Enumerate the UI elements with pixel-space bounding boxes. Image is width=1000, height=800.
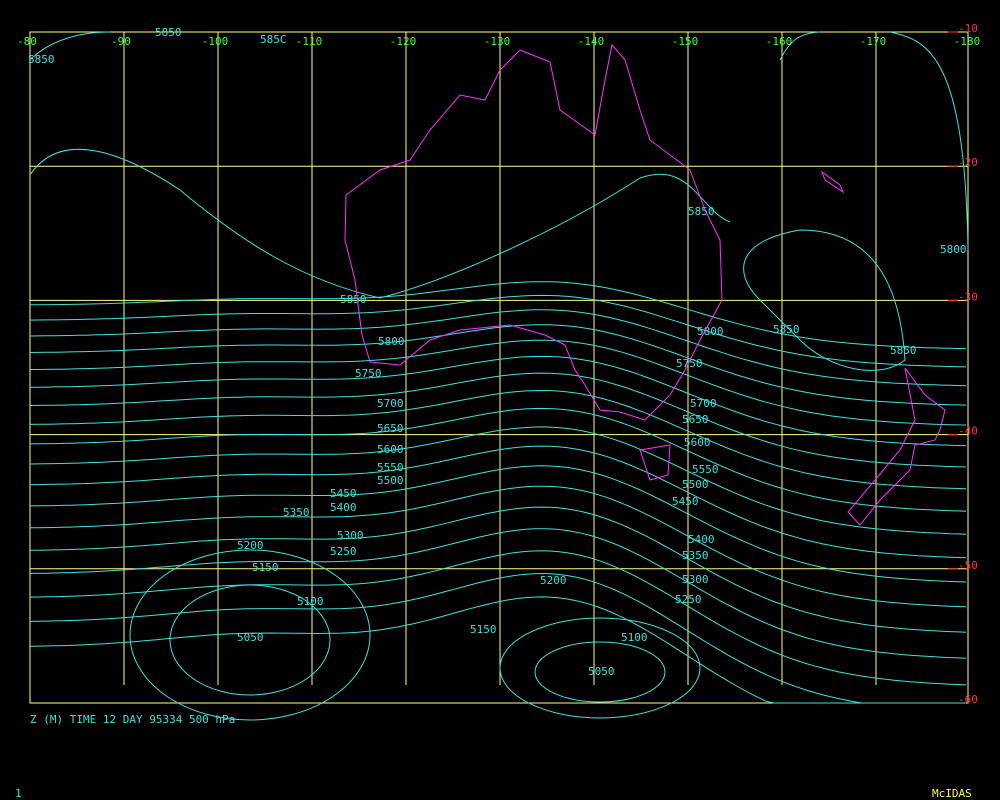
contour-label: 5850 bbox=[688, 205, 715, 218]
contour-label: 5250 bbox=[675, 593, 702, 606]
latitude-label: -50 bbox=[958, 559, 978, 572]
contour-label: 5450 bbox=[672, 495, 699, 508]
longitude-label: -100 bbox=[202, 35, 229, 48]
contour-label: 585C bbox=[260, 33, 287, 46]
tasmania bbox=[639, 444, 671, 481]
contours: 5850 5850 585C 5850 5800 5850 5800 5800 5850 5850… bbox=[28, 26, 969, 721]
contour-label: 5750 bbox=[355, 367, 382, 380]
contour-label: 5400 bbox=[688, 533, 715, 546]
contour-label: 5600 bbox=[684, 436, 711, 449]
contour-label: 5350 bbox=[682, 549, 709, 562]
longitude-label: -150 bbox=[672, 35, 699, 48]
contour-label: 5500 bbox=[377, 474, 404, 487]
contour-label: 5300 bbox=[337, 529, 364, 542]
contour-label: 5750 bbox=[676, 357, 703, 370]
contour-label: 5850 bbox=[773, 323, 800, 336]
latitude-label: -30 bbox=[958, 290, 978, 303]
frame-number: 1 bbox=[15, 787, 22, 800]
contour-line bbox=[29, 506, 967, 633]
contour-label: 5050 bbox=[588, 665, 615, 678]
longitude-label: -160 bbox=[766, 35, 793, 48]
contour-line bbox=[534, 641, 666, 703]
contour-line bbox=[29, 31, 969, 251]
longitude-label: -140 bbox=[578, 35, 605, 48]
frame bbox=[29, 31, 969, 704]
longitude-label: -90 bbox=[111, 35, 131, 48]
contour-label: 5650 bbox=[682, 413, 709, 426]
contour-line bbox=[29, 426, 967, 535]
contour-line bbox=[29, 148, 731, 299]
contour-label: 5500 bbox=[682, 478, 709, 491]
contour-label: 5700 bbox=[377, 397, 404, 410]
contour-label: 5300 bbox=[682, 573, 709, 586]
contour-label: 5200 bbox=[540, 574, 567, 587]
latitude-label: -20 bbox=[958, 156, 978, 169]
contour-label: 5850 bbox=[28, 53, 55, 66]
contour-label: 5700 bbox=[690, 397, 717, 410]
contour-label: 5850 bbox=[155, 26, 182, 39]
contour-line bbox=[169, 584, 331, 696]
contour-label: 5200 bbox=[237, 539, 264, 552]
latitude-label: -40 bbox=[958, 425, 978, 438]
contour-line bbox=[29, 372, 967, 468]
contour-label: 5400 bbox=[330, 501, 357, 514]
contour-label: 5850 bbox=[890, 344, 917, 357]
contour-line bbox=[29, 550, 967, 686]
brand: McIDAS bbox=[932, 787, 972, 800]
contour-line bbox=[743, 229, 906, 371]
contour-line bbox=[29, 389, 967, 490]
contour-line bbox=[129, 549, 371, 721]
new-zealand bbox=[847, 367, 946, 526]
longitude-label: -170 bbox=[860, 35, 887, 48]
contour-label: 5800 bbox=[697, 325, 724, 338]
contour-line bbox=[29, 465, 967, 583]
contour-line bbox=[29, 324, 967, 406]
contour-label: 5550 bbox=[692, 463, 719, 476]
contour-line bbox=[29, 281, 967, 350]
australia bbox=[344, 43, 723, 421]
contour-label: 5050 bbox=[237, 631, 264, 644]
contour-line bbox=[29, 294, 967, 368]
contour-line bbox=[29, 407, 967, 512]
contour-label: 5800 bbox=[940, 243, 967, 256]
longitude-label: -110 bbox=[296, 35, 323, 48]
contour-label: 5100 bbox=[621, 631, 648, 644]
longitude-label: -180 bbox=[954, 35, 981, 48]
longitude-label: -80 bbox=[17, 35, 37, 48]
latitude-label: -60 bbox=[958, 693, 978, 706]
contour-label: 5600 bbox=[377, 443, 404, 456]
contour-label: 5850 bbox=[340, 293, 367, 306]
graticule: -80 -90 -100 -110 -120 -130 -140 -150 -160 -170 -1… bbox=[17, 22, 980, 706]
contour-label: 5250 bbox=[330, 545, 357, 558]
contour-label: 5350 bbox=[283, 506, 310, 519]
contour-line bbox=[30, 339, 967, 426]
contour-label: 5150 bbox=[470, 623, 497, 636]
contour-label: 5150 bbox=[252, 561, 279, 574]
latitude-label: -10 bbox=[958, 22, 978, 35]
contour-line bbox=[29, 596, 966, 704]
coastlines bbox=[344, 43, 946, 526]
contour-label: 5650 bbox=[377, 422, 404, 435]
longitude-label: -130 bbox=[484, 35, 511, 48]
new-caledonia bbox=[820, 170, 845, 194]
contour-line bbox=[30, 355, 967, 447]
contour-label: 5450 bbox=[330, 487, 357, 500]
contour-label: 5550 bbox=[377, 461, 404, 474]
contour-line bbox=[29, 445, 967, 559]
contour-line bbox=[29, 572, 966, 704]
contour-line bbox=[29, 528, 967, 659]
caption: Z (M) TIME 12 DAY 95334 500 hPa bbox=[30, 713, 235, 726]
contour-label: 5100 bbox=[297, 595, 324, 608]
contour-label: 5800 bbox=[378, 335, 405, 348]
contour-line bbox=[29, 309, 967, 387]
longitude-label: -120 bbox=[390, 35, 417, 48]
contour-line bbox=[499, 617, 701, 719]
contour-line bbox=[29, 485, 967, 608]
